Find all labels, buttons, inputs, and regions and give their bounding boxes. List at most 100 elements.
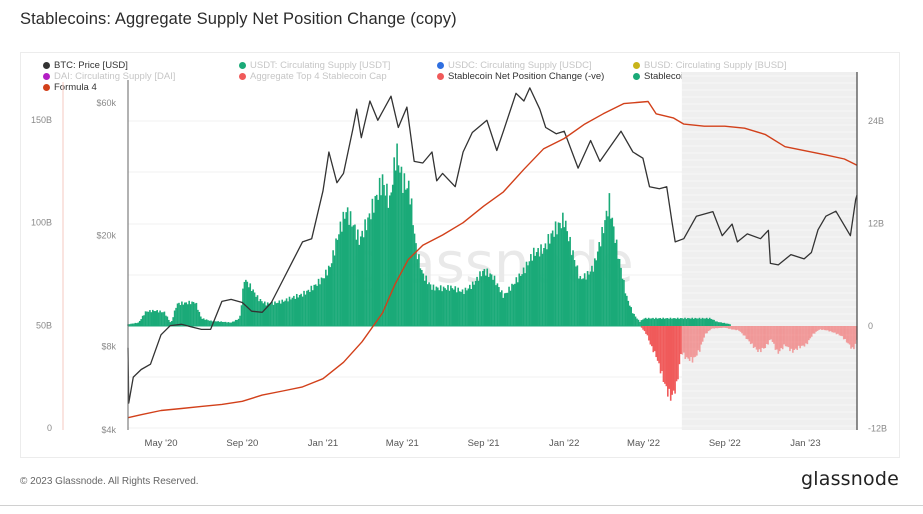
net-positive-bar: [141, 315, 144, 326]
net-negative-bar: [701, 326, 704, 342]
net-positive-bar: [423, 280, 426, 326]
x-axis-tick: Sep '20: [226, 438, 258, 449]
net-positive-bar: [591, 265, 593, 326]
net-positive-bar: [704, 318, 707, 326]
net-negative-bar: [824, 326, 826, 331]
net-negative-bar: [800, 326, 803, 346]
page-title: Stablecoins: Aggregate Supply Net Positi…: [20, 10, 457, 28]
legend-item-net-position-negative[interactable]: Stablecoin Net Position Change (-ve): [437, 71, 604, 82]
net-positive-bar: [617, 258, 619, 326]
net-positive-bar: [375, 194, 378, 326]
legend-item-formula-4[interactable]: Formula 4: [43, 82, 97, 93]
legend-item-usdt-supply[interactable]: USDT: Circulating Supply [USDT]: [239, 60, 390, 71]
net-positive-bar: [386, 183, 388, 326]
net-positive-bar: [400, 166, 403, 326]
legend-item-aggregate-cap[interactable]: Aggregate Top 4 Stablecoin Cap: [239, 71, 387, 82]
net-negative-bar: [656, 326, 659, 361]
net-positive-bar: [173, 310, 176, 326]
net-positive-bar: [514, 283, 516, 326]
net-positive-bar: [582, 278, 585, 326]
net-positive-bar: [660, 318, 663, 326]
net-positive-bar: [300, 293, 302, 326]
btc-price-line: [127, 87, 858, 404]
net-positive-bar: [313, 284, 316, 326]
net-positive-bar: [695, 318, 698, 326]
x-axis-tick: May '22: [627, 438, 660, 449]
net-positive-bar: [467, 288, 470, 326]
net-negative-bar: [738, 326, 740, 331]
net-positive-bar: [246, 281, 249, 326]
net-positive-bar: [682, 318, 685, 326]
net-negative-bar: [781, 326, 784, 350]
net-positive-bar: [348, 224, 350, 326]
net-positive-bar: [489, 273, 491, 326]
net-negative-bar: [677, 326, 679, 380]
net-positive-bar: [303, 290, 305, 326]
net-positive-bar: [607, 216, 609, 326]
net-positive-bar: [322, 278, 324, 326]
net-positive-bar: [176, 303, 179, 326]
net-negative-bar: [812, 326, 815, 334]
net-negative-bar: [841, 326, 844, 337]
net-negative-bar: [730, 326, 733, 330]
net-positive-bar: [323, 278, 326, 326]
net-positive-bar: [166, 316, 169, 326]
net-positive-bar: [477, 280, 480, 326]
net-negative-bar: [751, 326, 753, 344]
net-axis-tick: -12B: [868, 424, 887, 434]
net-positive-bar: [160, 312, 163, 326]
price-axis-tick: $4k: [101, 425, 116, 435]
net-positive-bar: [672, 318, 675, 326]
legend-dot-icon: [437, 62, 444, 69]
net-positive-bar: [188, 300, 190, 326]
net-positive-bar: [492, 279, 494, 326]
net-positive-bar: [612, 226, 615, 326]
net-positive-bar: [266, 302, 269, 326]
net-negative-bar: [712, 326, 714, 329]
net-negative-bar: [770, 326, 772, 340]
legend-item-dai-supply[interactable]: DAI: Circulating Supply [DAI]: [43, 71, 175, 82]
net-positive-bar: [412, 225, 414, 326]
net-negative-bar: [722, 326, 724, 328]
net-positive-bar: [403, 173, 406, 326]
net-positive-bar: [579, 276, 582, 326]
net-positive-bar: [605, 210, 608, 326]
net-positive-bar: [338, 234, 340, 326]
net-positive-bar: [608, 193, 611, 326]
net-positive-bar: [464, 287, 467, 326]
net-positive-bar: [407, 180, 410, 326]
net-negative-bar: [685, 326, 688, 358]
net-positive-bar: [249, 283, 252, 326]
legend-item-usdc-supply[interactable]: USDC: Circulating Supply [USDC]: [437, 60, 592, 71]
net-positive-bar: [198, 311, 201, 326]
net-positive-bar: [138, 320, 141, 326]
net-positive-bar: [575, 266, 577, 326]
net-negative-bar: [717, 326, 720, 329]
legend-item-busd-supply[interactable]: BUSD: Circulating Supply [BUSD]: [633, 60, 787, 71]
net-positive-bar: [663, 318, 666, 326]
net-negative-bar: [776, 326, 778, 350]
net-negative-bar: [661, 326, 663, 371]
x-axis-tick: Sep '22: [709, 438, 741, 449]
net-positive-bar: [181, 301, 183, 326]
net-positive-bar: [434, 290, 436, 326]
net-positive-bar: [500, 290, 503, 326]
net-positive-bar: [595, 260, 598, 326]
supply-axis-tick: 150B: [31, 115, 52, 125]
net-positive-bar: [503, 293, 506, 326]
net-negative-bar: [803, 326, 806, 347]
net-positive-bar: [298, 294, 301, 326]
net-positive-bar: [479, 271, 481, 326]
net-positive-bar: [599, 246, 602, 326]
legend-item-btc-price[interactable]: BTC: Price [USD]: [43, 60, 128, 71]
net-positive-bar: [185, 302, 188, 326]
net-positive-bar: [205, 319, 208, 326]
net-positive-bar: [362, 237, 365, 326]
net-positive-bar: [444, 288, 446, 326]
glassnode-logo[interactable]: glassnode: [801, 468, 899, 490]
net-negative-bar: [746, 326, 749, 340]
net-positive-bar: [550, 233, 553, 326]
net-negative-bar: [725, 326, 727, 328]
net-positive-bar: [676, 317, 679, 326]
net-negative-bar: [799, 326, 801, 349]
